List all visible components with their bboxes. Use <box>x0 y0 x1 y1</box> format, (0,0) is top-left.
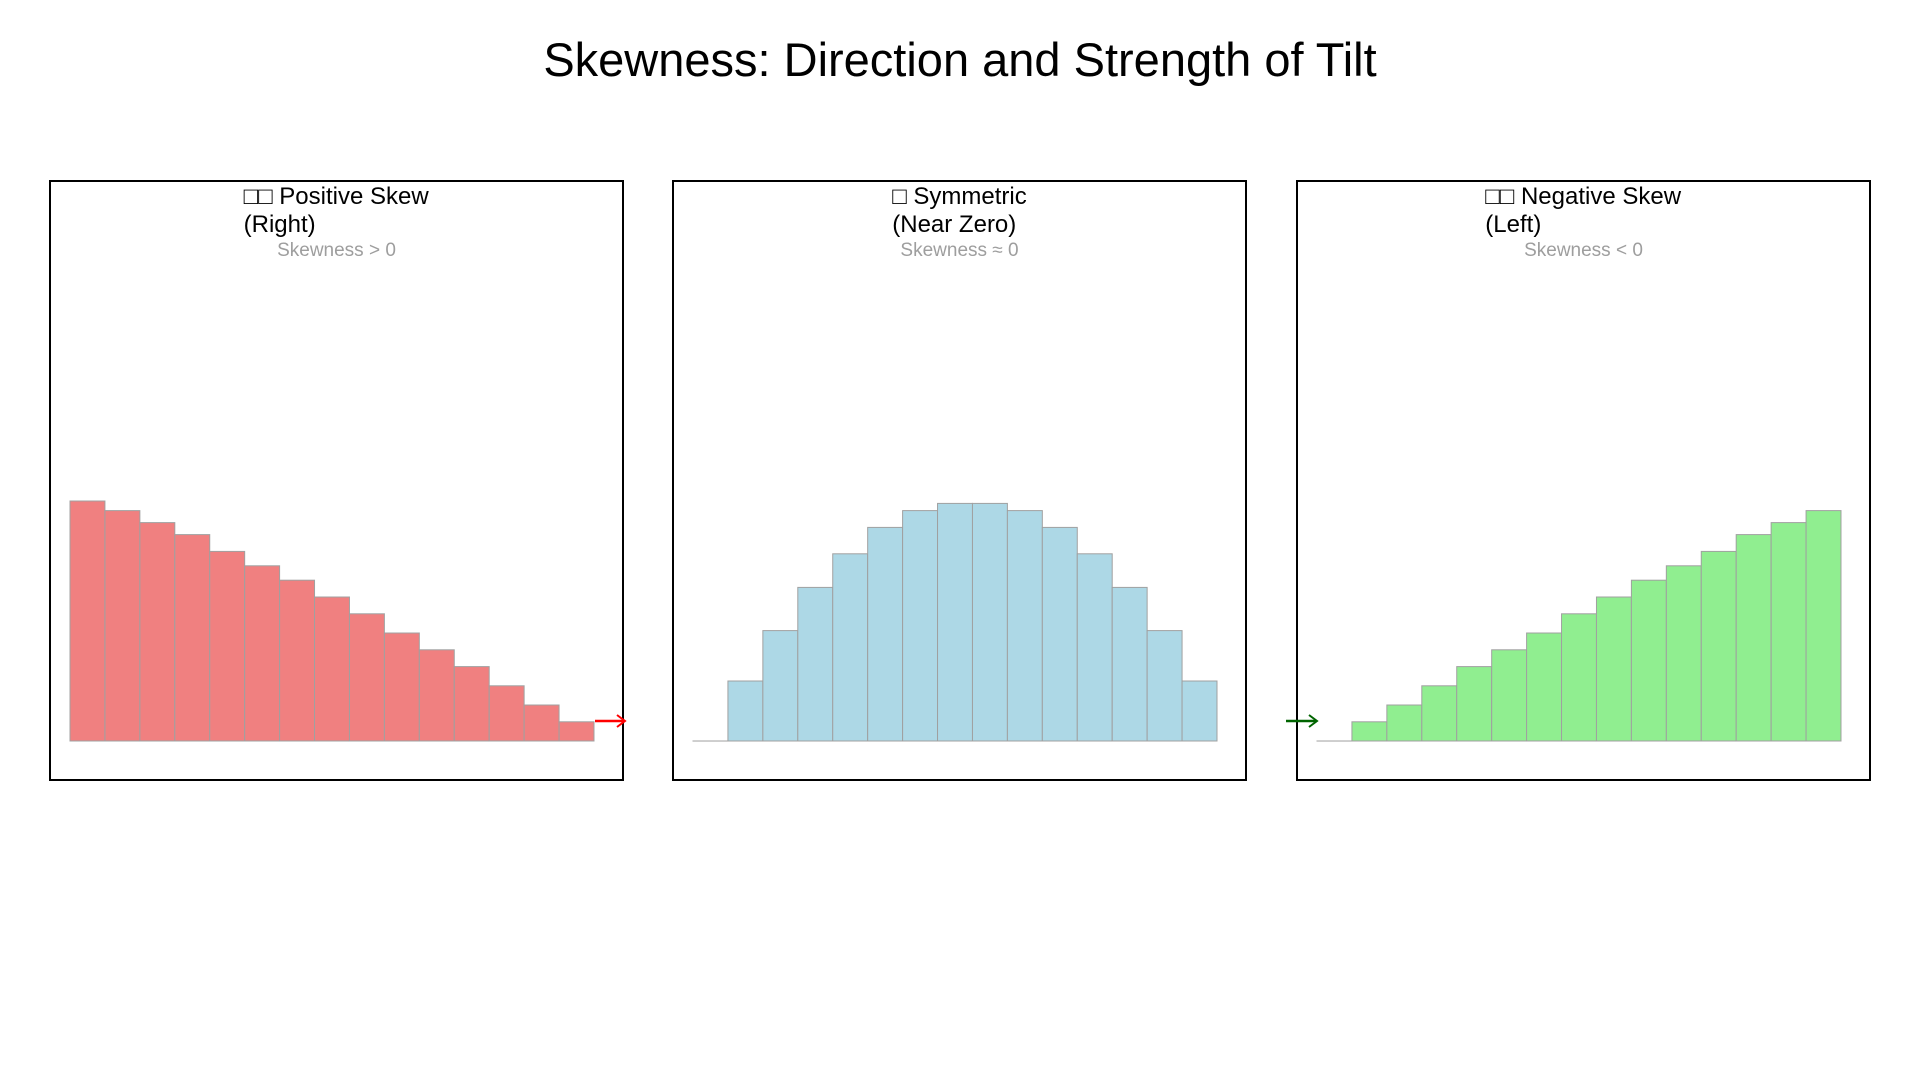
symmetric-skewness-label: Skewness ≈ 0 <box>900 240 1018 261</box>
negative-panel-title: □□ Negative Skew <box>1485 183 1681 210</box>
symmetric-bar <box>1041 526 1078 742</box>
positive-bar <box>383 632 420 742</box>
positive-bar <box>488 685 525 742</box>
symmetric-bar <box>1111 586 1148 742</box>
positive-bar <box>174 534 211 742</box>
negative-skewness-label: Skewness < 0 <box>1524 240 1643 261</box>
negative-bar <box>1665 565 1702 742</box>
negative-bar <box>1770 522 1807 742</box>
positive-bar <box>523 704 560 742</box>
positive-bar <box>418 649 455 742</box>
right-tail-arrowhead <box>616 714 627 728</box>
positive-bar <box>209 550 246 742</box>
symmetric-panel-title-line2: (Near Zero) <box>892 211 1016 238</box>
positive-bar <box>558 721 595 742</box>
positive-bar <box>348 613 385 742</box>
positive-bar <box>139 522 176 742</box>
positive-bar <box>279 579 316 742</box>
symmetric-panel-frame <box>672 180 1247 781</box>
symmetric-bar <box>797 586 834 742</box>
symmetric-bar <box>727 680 764 742</box>
negative-bar <box>1630 579 1667 742</box>
symmetric-bar <box>832 553 869 742</box>
positive-bar <box>69 500 106 742</box>
symmetric-bar <box>1181 680 1218 742</box>
symmetric-bar <box>1006 510 1043 742</box>
negative-bar <box>1351 721 1388 742</box>
symmetric-bar <box>762 630 799 742</box>
positive-panel-frame <box>49 180 624 781</box>
symmetric-bar <box>1146 630 1183 742</box>
negative-panel-title-line2: (Left) <box>1485 211 1541 238</box>
negative-bar <box>1805 510 1842 742</box>
symmetric-panel-title: □ Symmetric <box>892 183 1027 210</box>
symmetric-bar <box>867 526 904 742</box>
negative-bar <box>1700 550 1737 742</box>
positive-bar <box>314 596 350 742</box>
negative-bar <box>1491 649 1528 742</box>
negative-bar <box>1456 666 1493 742</box>
positive-skewness-label: Skewness > 0 <box>277 240 396 261</box>
symmetric-bar <box>1076 553 1113 742</box>
symmetric-bar <box>937 502 973 742</box>
left-tail-arrowhead <box>1308 714 1319 728</box>
positive-panel-title: □□ Positive Skew <box>244 183 430 210</box>
positive-bar <box>104 510 141 742</box>
negative-bar <box>1561 613 1597 742</box>
positive-bar <box>244 565 281 742</box>
negative-panel-frame <box>1296 180 1871 781</box>
negative-bar <box>1735 534 1772 742</box>
negative-bar <box>1595 596 1632 742</box>
positive-bar <box>453 666 490 742</box>
positive-panel-title-line2: (Right) <box>244 211 316 238</box>
negative-bar <box>1386 704 1423 742</box>
negative-bar <box>1421 685 1458 742</box>
figure-title: Skewness: Direction and Strength of Tilt <box>543 33 1376 86</box>
negative-bar <box>1526 632 1563 742</box>
symmetric-bar <box>902 510 939 742</box>
symmetric-bar <box>971 502 1008 742</box>
